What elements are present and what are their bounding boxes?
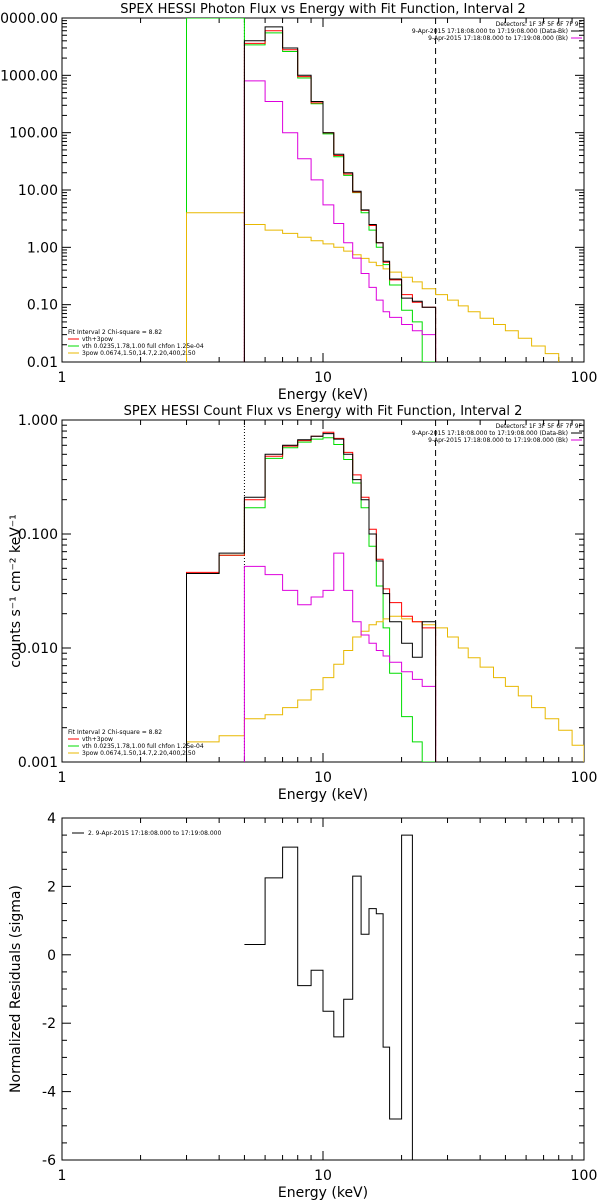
series-line-3pow bbox=[186, 615, 584, 762]
series-line-bk bbox=[243, 80, 437, 362]
x-axis-label: Energy (keV) bbox=[278, 387, 368, 403]
x-axis-label: Energy (keV) bbox=[278, 787, 368, 803]
chart-title: SPEX HESSI Count Flux vs Energy with Fit… bbox=[124, 404, 523, 419]
x-tick-label: 1 bbox=[58, 370, 67, 386]
fit-info-text: Fit Interval 2 Chi-square = 8.82 bbox=[68, 329, 162, 336]
fit-info-text: Fit Interval 2 Chi-square = 8.82 bbox=[68, 729, 162, 736]
header-text: 9-Apr-2015 17:18:08.000 to 17:19:08.000 … bbox=[412, 430, 568, 437]
y-tick-label: 0000.00 bbox=[0, 11, 58, 27]
y-tick-label: 0.001 bbox=[18, 755, 58, 771]
chart-panel-1: SPEX HESSI Photon Flux vs Energy with Fi… bbox=[0, 2, 597, 403]
y-tick-label: 2 bbox=[47, 879, 56, 895]
header-text: 9-Apr-2015 17:18:08.000 to 17:19:08.000 … bbox=[428, 35, 568, 42]
y-tick-label: 100.00 bbox=[9, 126, 58, 142]
x-tick-label: 10 bbox=[314, 1168, 332, 1184]
y-tick-label: 1000.00 bbox=[0, 68, 58, 84]
series-line-data-bk bbox=[243, 26, 437, 362]
y-tick-label: 10.00 bbox=[18, 183, 58, 199]
header-text: Detectors: 1F 3F 5F 6F 7F 9F bbox=[496, 423, 583, 430]
header-text: 9-Apr-2015 17:18:08.000 to 17:19:08.000 … bbox=[412, 28, 568, 35]
y-axis-label: counts s⁻¹ cm⁻² keV⁻¹ bbox=[8, 514, 24, 668]
x-tick-label: 1 bbox=[58, 1168, 67, 1184]
y-tick-label: -2 bbox=[42, 1016, 56, 1032]
y-tick-label: 1.000 bbox=[18, 413, 58, 429]
x-tick-label: 100 bbox=[571, 1168, 598, 1184]
y-tick-label: 1.00 bbox=[27, 240, 58, 256]
y-tick-label: 0.10 bbox=[27, 298, 58, 314]
legend-text: 2. 9-Apr-2015 17:18:08.000 to 17:19:08.0… bbox=[88, 830, 221, 837]
y-tick-label: 0 bbox=[47, 948, 56, 964]
x-tick-label: 1 bbox=[58, 770, 67, 786]
plot-region bbox=[186, 420, 584, 762]
series-line-vth bbox=[186, 18, 436, 362]
fit-info-text: vth 0.0235,1.78,1.00 full chfon 1.25e-04 bbox=[82, 343, 204, 350]
fit-info-text: vth 0.0235,1.78,1.00 full chfon 1.25e-04 bbox=[82, 743, 204, 750]
y-axis-label: Normalized Residuals (sigma) bbox=[8, 885, 24, 1093]
chart-panel-2: SPEX HESSI Count Flux vs Energy with Fit… bbox=[8, 404, 597, 803]
x-tick-label: 10 bbox=[314, 370, 332, 386]
fit-info-text: vth+3pow bbox=[82, 736, 113, 743]
y-tick-label: 0.01 bbox=[27, 355, 58, 371]
fit-info-text: 3pow 0.0674,1.50,14.7,2.20,400,2.50 bbox=[82, 750, 196, 757]
x-tick-label: 100 bbox=[571, 770, 598, 786]
y-tick-label: 0.010 bbox=[18, 641, 58, 657]
y-tick-label: -6 bbox=[42, 1153, 56, 1169]
y-tick-label: 0.100 bbox=[18, 527, 58, 543]
chart-panel-3: 1 10 100 Energy (keV) -6 -4 -2 0 2 4 Normalized Re… bbox=[8, 811, 598, 1201]
series-line-vth-3pow bbox=[243, 30, 437, 362]
series-line-series bbox=[244, 834, 413, 1160]
y-tick-label: 4 bbox=[47, 811, 56, 827]
header-text: Detectors: 1F 3F 5F 6F 7F 9F bbox=[496, 21, 583, 28]
fit-info-text: vth+3pow bbox=[82, 336, 113, 343]
x-axis-label: Energy (keV) bbox=[278, 1185, 368, 1200]
series-line-data-bk bbox=[186, 433, 437, 762]
x-tick-label: 10 bbox=[314, 770, 332, 786]
header-text: 9-Apr-2015 17:18:08.000 to 17:19:08.000 … bbox=[428, 437, 568, 444]
x-tick-label: 100 bbox=[571, 370, 598, 386]
fit-info-text: 3pow 0.0674,1.50,14.7,2.20,400,2.50 bbox=[82, 350, 196, 357]
series-line-bk bbox=[243, 552, 437, 762]
chart-title: SPEX HESSI Photon Flux vs Energy with Fi… bbox=[120, 2, 526, 17]
plot-region bbox=[186, 18, 560, 362]
plot-region bbox=[244, 834, 413, 1160]
y-tick-label: -4 bbox=[42, 1085, 56, 1101]
